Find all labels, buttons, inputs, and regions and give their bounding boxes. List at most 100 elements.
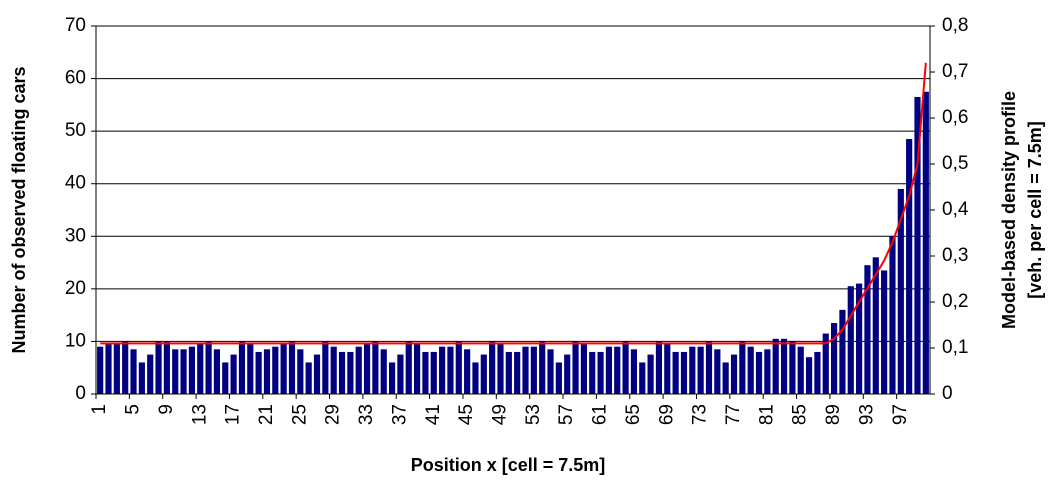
x-tick-label: 9 — [156, 404, 177, 415]
bar — [747, 346, 754, 394]
bar — [105, 344, 112, 394]
bar — [689, 346, 696, 394]
bar — [864, 265, 871, 394]
x-tick-label: 17 — [223, 404, 244, 425]
bar — [113, 344, 120, 394]
bar — [505, 351, 512, 394]
bar — [447, 346, 454, 394]
bar — [839, 309, 846, 394]
y-tick-label: 0 — [75, 383, 86, 404]
bar — [739, 341, 746, 394]
x-tick-label: 25 — [289, 404, 310, 425]
bar — [272, 346, 279, 394]
line — [100, 62, 927, 345]
x-tick-label: 77 — [723, 404, 744, 425]
bar — [614, 346, 621, 394]
bar — [522, 346, 529, 394]
bar — [922, 91, 929, 394]
x-tick-label: 45 — [456, 404, 477, 425]
bar — [789, 341, 796, 394]
x-tick-label: 93 — [856, 404, 877, 425]
y2-tick-label: 0,4 — [942, 199, 969, 220]
bar — [330, 346, 337, 394]
x-tick-label: 97 — [890, 404, 911, 425]
bar — [555, 362, 562, 394]
x-tick-label: 5 — [123, 404, 144, 415]
bar — [130, 349, 137, 394]
bar — [589, 351, 596, 394]
bar — [213, 349, 221, 394]
y2-tick-label: 0,7 — [942, 61, 968, 82]
bar — [722, 362, 729, 394]
x-axis-title: Position x [cell = 7.5m] — [411, 455, 606, 475]
y-tick-label: 70 — [65, 15, 86, 36]
bar — [664, 344, 671, 394]
bar — [97, 346, 104, 394]
bar — [480, 354, 487, 394]
bar — [856, 283, 863, 394]
y2-axis-title: Model-based density profile — [999, 91, 1019, 329]
x-tick-label: 21 — [256, 404, 277, 425]
x-tick-label: 37 — [389, 404, 410, 425]
y-tick-label: 20 — [65, 278, 86, 299]
bar — [188, 346, 195, 394]
bar — [230, 354, 237, 394]
bar — [472, 362, 479, 394]
bar — [205, 341, 212, 394]
bar — [122, 341, 129, 394]
bar — [714, 349, 721, 394]
bar — [639, 362, 646, 394]
x-tick-label: 29 — [323, 404, 344, 425]
y2-tick-label: 0,2 — [942, 291, 968, 312]
x-tick-label: 69 — [656, 404, 677, 425]
y2-tick-label: 0,5 — [942, 153, 968, 174]
bar — [238, 341, 246, 394]
bar — [422, 351, 429, 394]
bar — [814, 351, 821, 394]
bar — [889, 236, 896, 394]
bar — [705, 341, 713, 394]
bar — [530, 346, 537, 394]
bar — [138, 362, 145, 394]
bar — [797, 346, 804, 394]
bar — [755, 351, 763, 394]
bar — [405, 341, 412, 394]
bar — [805, 357, 813, 394]
bar — [605, 346, 612, 394]
bar — [430, 351, 437, 394]
y-tick-label: 60 — [65, 68, 86, 89]
y-tick-label: 10 — [65, 330, 86, 351]
y-tick-label: 30 — [65, 225, 86, 246]
x-tick-label: 33 — [356, 404, 377, 425]
bar — [539, 341, 546, 394]
bar — [564, 354, 571, 394]
bar — [397, 354, 404, 394]
bar — [455, 341, 462, 394]
bar — [831, 323, 838, 394]
bar — [355, 346, 362, 394]
bar — [764, 349, 771, 394]
bar — [172, 349, 179, 394]
bar — [464, 349, 471, 394]
y2-tick-label: 0,6 — [942, 107, 968, 128]
bar — [672, 351, 679, 394]
x-tick-label: 81 — [756, 404, 777, 425]
bar — [288, 341, 296, 394]
bar — [222, 362, 229, 394]
bar — [180, 349, 187, 394]
bar — [197, 344, 204, 394]
bar — [388, 362, 396, 394]
bar — [380, 349, 387, 394]
bar — [630, 349, 638, 394]
bar — [263, 349, 271, 394]
x-tick-label: 61 — [590, 404, 611, 425]
bar — [730, 354, 738, 394]
x-tick-label: 13 — [189, 404, 210, 425]
bar — [414, 344, 421, 394]
bar — [338, 351, 346, 394]
bar — [305, 362, 312, 394]
bar — [363, 344, 371, 394]
x-tick-label: 85 — [790, 404, 811, 425]
bar — [597, 351, 604, 394]
